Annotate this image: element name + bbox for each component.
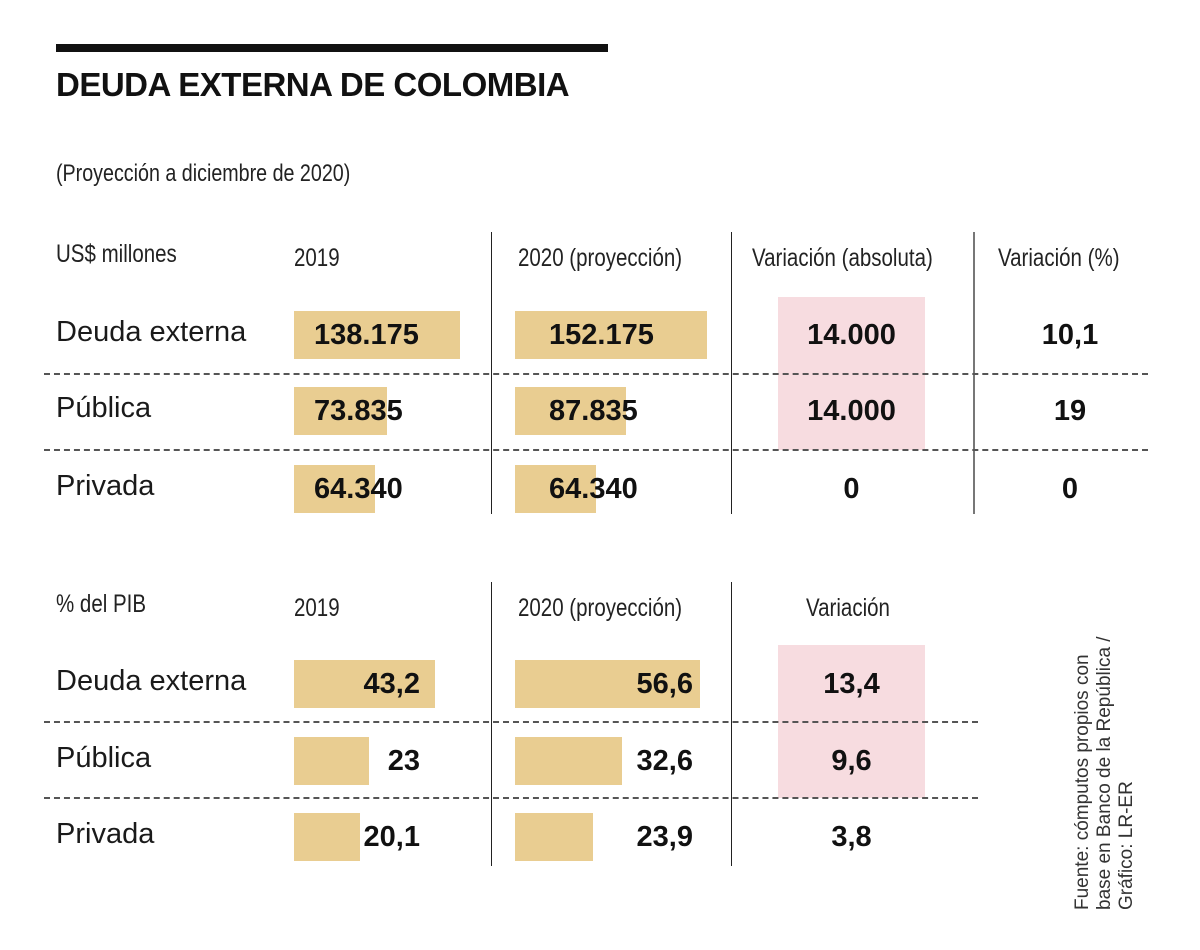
value-2020: 152.175 — [549, 319, 654, 351]
value-variation-abs: 0 — [843, 473, 860, 505]
value-variation: 13,4 — [823, 668, 880, 700]
table-usd-col-var-pct: Variación (%) — [998, 244, 1120, 272]
value-2020: 56,6 — [636, 668, 693, 700]
bar-2020 — [515, 813, 593, 861]
table-usd-unit-label: US$ millones — [56, 240, 177, 268]
bar-2020 — [515, 660, 700, 708]
subtitle: (Proyección a diciembre de 2020) — [56, 160, 351, 187]
row-divider — [44, 449, 1148, 451]
title-rule — [56, 44, 608, 52]
bar-2019 — [294, 465, 375, 513]
value-variation-abs: 14.000 — [807, 319, 896, 351]
row-divider — [44, 373, 1148, 375]
table-pib-col-2020: 2020 (proyección) — [518, 594, 683, 622]
table-usd-col-var-abs: Variación (absoluta) — [752, 244, 933, 272]
table-pib-col-var: Variación — [806, 594, 890, 622]
value-2020: 32,6 — [636, 745, 693, 777]
bar-2020 — [515, 465, 596, 513]
row-label: Privada — [56, 470, 155, 502]
value-2020: 64.340 — [549, 473, 638, 505]
bar-2019 — [294, 813, 360, 861]
value-variation-pct: 10,1 — [1041, 319, 1099, 351]
value-2019: 23 — [387, 745, 420, 777]
source-line: base en Banco de la República / — [1094, 636, 1115, 910]
value-variation-pct: 0 — [1061, 473, 1079, 505]
value-variation: 3,8 — [831, 821, 872, 853]
table-pib-col-2019: 2019 — [294, 594, 340, 622]
value-2019: 138.175 — [314, 319, 419, 351]
bar-2020 — [515, 737, 622, 785]
row-divider — [44, 721, 978, 723]
bar-2019 — [294, 737, 369, 785]
table-usd-col-2020: 2020 (proyección) — [518, 244, 683, 272]
row-label: Privada — [56, 818, 155, 850]
source-line: Gráfico: LR-ER — [1116, 781, 1137, 910]
row-label: Deuda externa — [56, 316, 247, 348]
bar-2019 — [294, 387, 387, 435]
row-label: Deuda externa — [56, 665, 247, 697]
table-usd-col-2019: 2019 — [294, 244, 340, 272]
source-note: Fuente: cómputos propios con base en Ban… — [1072, 636, 1138, 910]
value-variation-pct: 19 — [1053, 395, 1087, 427]
bar-2019 — [294, 311, 460, 359]
value-2020: 23,9 — [636, 821, 693, 853]
row-label: Pública — [56, 742, 152, 774]
value-variation: 9,6 — [831, 745, 872, 777]
value-2019: 64.340 — [314, 473, 403, 505]
row-divider — [44, 797, 978, 799]
bar-2020 — [515, 311, 707, 359]
column-divider — [731, 582, 732, 866]
page-title: DEUDA EXTERNA DE COLOMBIA — [56, 66, 570, 103]
column-divider — [491, 582, 492, 866]
value-variation-abs: 14.000 — [807, 395, 896, 427]
row-label: Pública — [56, 392, 152, 424]
value-2019: 20,1 — [363, 821, 420, 853]
value-2020: 87.835 — [549, 395, 638, 427]
source-line: Fuente: cómputos propios con — [1072, 654, 1093, 910]
value-2019: 43,2 — [363, 668, 420, 700]
bar-2020 — [515, 387, 626, 435]
value-2019: 73.835 — [314, 395, 403, 427]
table-pib-unit-label: % del PIB — [56, 590, 147, 618]
bar-2019 — [294, 660, 435, 708]
